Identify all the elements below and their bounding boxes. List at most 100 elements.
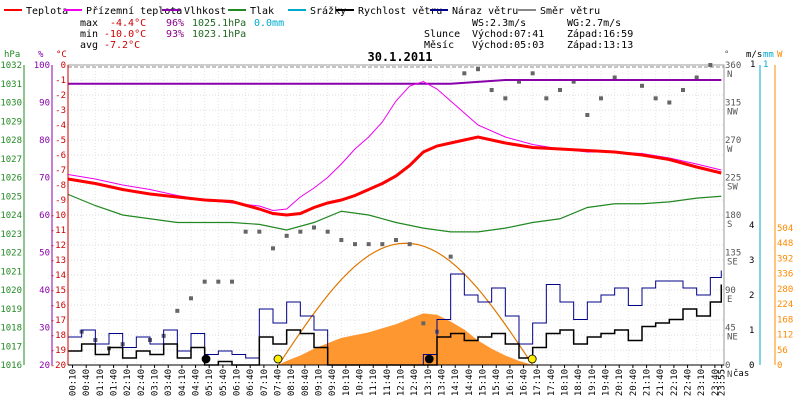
pct-tick: 90 [39, 99, 50, 109]
w-tick: 112 [777, 331, 793, 341]
c-tick: -2 [55, 91, 66, 101]
wind-dir-point [202, 279, 207, 284]
x-tick-label: 21:10 [643, 369, 653, 396]
x-tick-label: 00:40 [82, 369, 92, 396]
dir-tick-deg: 135 [725, 249, 741, 259]
w-tick: 448 [777, 239, 793, 249]
solar-radiation [277, 242, 534, 366]
x-tick-label: 17:10 [533, 369, 543, 396]
chart-title: 30.1.2011 [367, 50, 432, 64]
x-tick-label: 06:10 [233, 369, 243, 396]
c-tick: -1 [55, 76, 66, 86]
wind-dir-point [407, 242, 412, 247]
wind-dir-point [476, 67, 480, 72]
stat-max-hum: 96% [166, 18, 184, 29]
sun-arc [277, 242, 534, 366]
wind-dir-point [353, 242, 357, 247]
moon-label: Měsíc [424, 39, 454, 51]
wind-dir-point [421, 321, 426, 326]
wind-dir-point [489, 88, 494, 92]
dir-tick-deg: 315 [725, 99, 741, 109]
dir-tick-deg: 225 [725, 174, 741, 184]
legend-label: Přízemní teplota [86, 5, 182, 17]
x-tick-label: 20:40 [629, 369, 639, 396]
sun-set: Západ:16:59 [567, 28, 633, 40]
dir-tick-name: NE [727, 333, 738, 343]
x-tick-label: 09:10 [315, 369, 325, 396]
hpa-tick: 1016 [0, 361, 22, 371]
stat-avg-temp: -7.2°C [104, 40, 140, 51]
c-tick: -6 [55, 151, 66, 161]
wind-dir-point [694, 75, 699, 80]
dir-tick-name: SW [727, 183, 738, 193]
unit-headers: hPa % °C ° m/s mm W 1 1 [4, 50, 783, 70]
dir-tick-name: W [727, 145, 733, 155]
c-tick: -8 [55, 181, 66, 191]
x-tick-label: 02:10 [123, 369, 133, 396]
hpa-tick: 1026 [0, 174, 22, 184]
legend: Teplota Přízemní teplota Vlhkost Tlak Srážky… [4, 5, 600, 17]
hpa-unit: hPa [4, 50, 20, 60]
x-tick-label: 23:40 [711, 369, 721, 396]
c-tick: -5 [55, 136, 66, 146]
pct-tick: 50 [39, 249, 50, 259]
x-axis-label: čas [733, 368, 749, 379]
dir-unit: ° [724, 50, 729, 60]
x-tick-label: 15:40 [492, 369, 502, 396]
pct-tick: 100 [34, 61, 50, 71]
mm-top-tick: 1 [763, 60, 768, 70]
x-tick-label: 11:10 [369, 369, 379, 396]
hpa-tick: 1030 [0, 99, 22, 109]
w-tick: 504 [777, 224, 793, 234]
wind-dir-point [230, 279, 234, 284]
x-axis: 00:10 00:40 01:10 01:40 02:10 02:40 03:10 03:40… [68, 364, 728, 396]
wind-dir-point [325, 229, 330, 234]
wind-dir-point [462, 71, 467, 76]
x-tick-label: 23:55 [718, 369, 728, 396]
c-tick: -17 [50, 316, 66, 326]
stat-max-rain: 0.0mm [254, 18, 284, 29]
x-tick-label: 15:10 [479, 369, 489, 396]
c-tick: -12 [50, 241, 66, 251]
x-tick-label: 21:40 [656, 369, 666, 396]
x-tick-label: 20:10 [615, 369, 625, 396]
wind-dir-point [585, 113, 590, 117]
wind-gust-info: WG:2.7m/s [567, 18, 621, 29]
ms-top-tick: 1 [750, 60, 755, 70]
sun-label: Slunce [424, 29, 460, 40]
x-tick-label: 17:40 [547, 369, 557, 396]
x-tick-label: 12:40 [410, 369, 420, 396]
dir-tick-name: NW [727, 108, 738, 118]
wind-dir-point [448, 254, 453, 259]
legend-label: Tlak [250, 6, 274, 17]
hpa-tick: 1028 [0, 136, 22, 146]
hpa-tick: 1023 [0, 230, 22, 240]
ms-tick: 4 [749, 221, 754, 231]
wind-dir-point [216, 279, 221, 284]
hpa-tick: 1018 [0, 324, 22, 334]
x-tick-label: 10:10 [342, 369, 352, 396]
wind-dir-point [189, 296, 193, 301]
mm-unit: mm [763, 50, 774, 60]
x-tick-label: 13:10 [424, 369, 434, 396]
ms-unit: m/s [746, 50, 762, 60]
w-tick: 224 [777, 300, 793, 310]
pct-tick: 80 [39, 136, 50, 146]
right-axes: 360N315NW270W225SW180S135SE90E45NE0N0123… [723, 61, 793, 380]
hpa-tick: 1027 [0, 155, 22, 165]
x-tick-label: 23:10 [697, 369, 707, 396]
x-tick-label: 06:40 [246, 369, 256, 396]
moon-set: Západ:13:13 [567, 39, 633, 51]
x-tick-label: 07:10 [260, 369, 270, 396]
x-tick-label: 02:40 [137, 369, 147, 396]
c-tick: -16 [50, 301, 66, 311]
wind-dir-point [284, 233, 289, 238]
legend-label: Náraz větru [452, 5, 518, 17]
sun-rise: Východ:07:41 [472, 28, 544, 40]
dir-tick-name: SE [727, 258, 738, 268]
stat-avg-label: avg [80, 40, 98, 51]
stat-min-hum: 93% [166, 29, 184, 40]
humidity-line [68, 79, 722, 85]
w-tick: 336 [777, 270, 793, 280]
c-tick: -20 [50, 361, 66, 371]
